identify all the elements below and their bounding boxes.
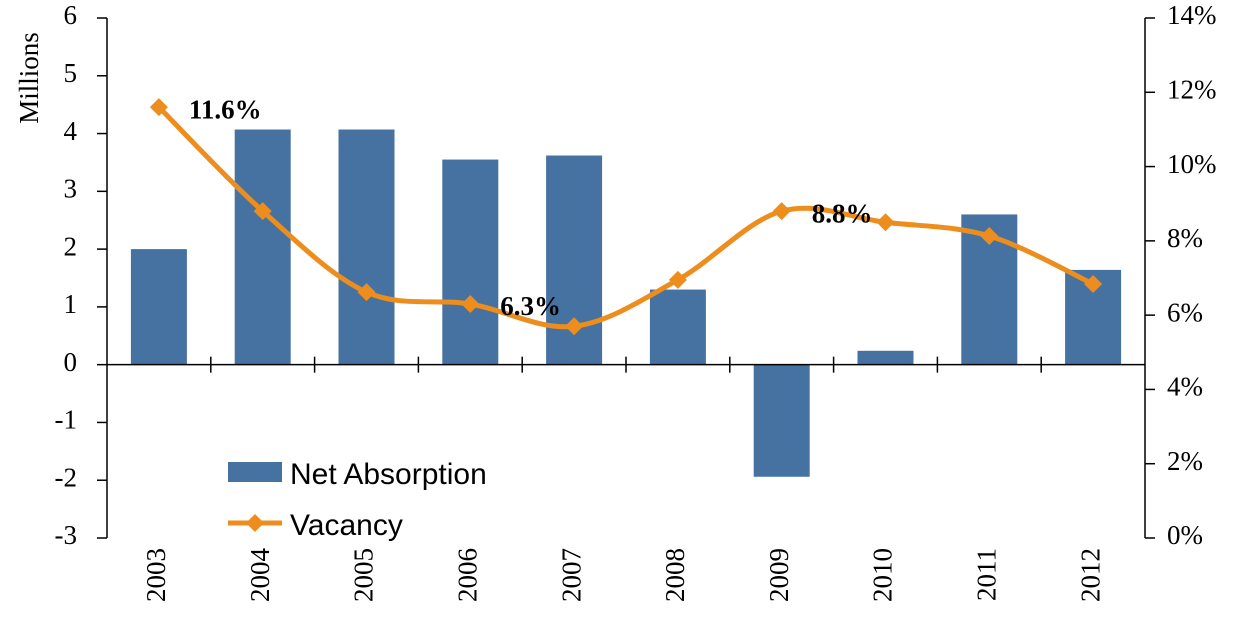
bar [234, 129, 291, 365]
marker [461, 295, 480, 313]
y-tick-label: -1 [55, 405, 78, 435]
marker [149, 98, 168, 117]
marker [980, 227, 999, 246]
marker [772, 202, 791, 221]
y-tick-label: 5 [64, 58, 78, 88]
data-label: 6.3% [500, 291, 561, 321]
y-tick-label: 2 [64, 231, 78, 261]
x-tick-label: 2003 [141, 548, 171, 602]
x-tick-label: 2007 [556, 548, 586, 602]
bar [130, 249, 187, 365]
x-tick-label: 2004 [245, 548, 275, 603]
x-tick-label: 2008 [660, 548, 690, 602]
y2-tick-label: 2% [1167, 446, 1203, 476]
y2-tick-label: 10% [1167, 149, 1217, 179]
y2-tick-label: 12% [1167, 74, 1217, 104]
legend-swatch [228, 462, 282, 482]
legend-label: Vacancy [290, 509, 403, 542]
marker [876, 213, 895, 232]
y-tick-label: 3 [64, 174, 78, 204]
y2-tick-label: 8% [1167, 223, 1203, 253]
y-tick-label: 4 [64, 116, 78, 146]
marker [253, 202, 272, 221]
bar [442, 159, 499, 365]
bar [338, 129, 395, 365]
line [157, 105, 1095, 330]
x-tick-label: 2005 [349, 548, 379, 602]
x-tick-label: 2006 [453, 548, 483, 602]
y-tick-label: 1 [64, 289, 78, 319]
y2-tick-label: 14% [1167, 0, 1217, 30]
data-label: 11.6% [189, 94, 262, 124]
marker [668, 270, 687, 289]
y-axis-label: Millions [14, 32, 44, 124]
data-label: 8.8% [812, 198, 873, 228]
bar [857, 350, 914, 365]
y2-tick-label: 4% [1167, 372, 1203, 402]
y2-tick-label: 6% [1167, 297, 1203, 327]
marker [357, 283, 376, 302]
x-tick-label: 2010 [868, 548, 898, 602]
marker [565, 317, 584, 336]
marker [1084, 274, 1103, 293]
y-tick-label: 6 [64, 0, 78, 30]
legend-marker [246, 514, 264, 532]
x-tick-label: 2009 [764, 548, 794, 602]
y-tick-label: -2 [55, 462, 78, 492]
legend-label: Net Absorption [290, 458, 487, 491]
y-tick-label: 0 [64, 347, 78, 377]
y-tick-label: -3 [55, 520, 78, 550]
y2-tick-label: 0% [1167, 520, 1203, 550]
x-tick-label: 2011 [972, 548, 1002, 601]
bar [649, 289, 706, 365]
x-tick-label: 2012 [1075, 548, 1105, 602]
bar [753, 364, 810, 477]
